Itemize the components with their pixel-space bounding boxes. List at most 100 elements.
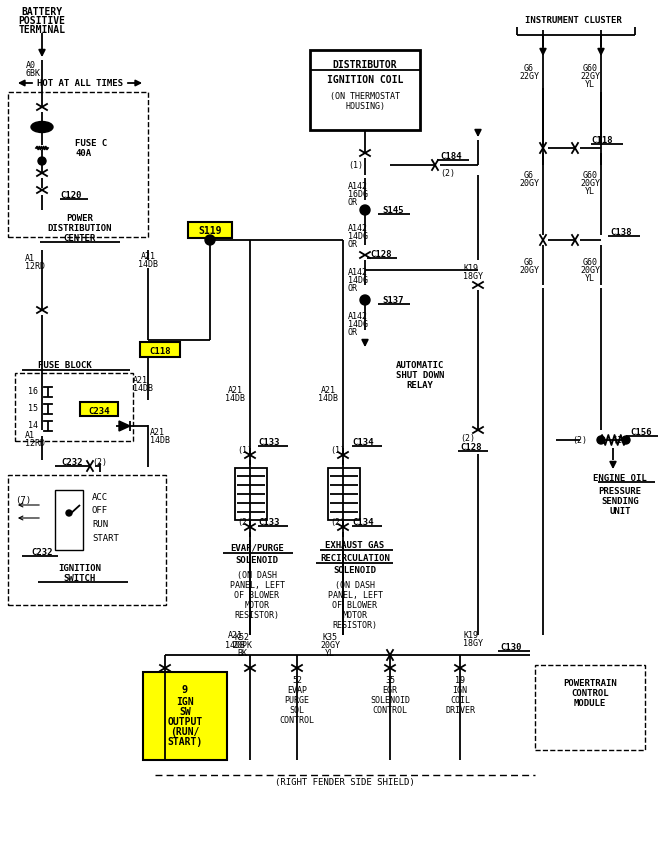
Bar <box>310 50 420 130</box>
Text: (1): (1) <box>330 446 345 455</box>
Text: PANEL, LEFT: PANEL, LEFT <box>229 580 284 590</box>
Text: A21: A21 <box>141 252 156 261</box>
Text: IGN: IGN <box>453 685 467 695</box>
Text: OR: OR <box>348 284 358 292</box>
Text: C234: C234 <box>88 407 110 416</box>
Text: 15: 15 <box>28 403 38 412</box>
Text: 16DG: 16DG <box>348 190 368 198</box>
Text: S137: S137 <box>382 296 404 305</box>
Text: DISTRIBUTION: DISTRIBUTION <box>48 224 112 232</box>
Text: 35: 35 <box>385 676 395 684</box>
Text: C138: C138 <box>610 228 631 236</box>
Text: C128: C128 <box>460 442 481 451</box>
Text: C133: C133 <box>258 518 280 527</box>
Text: AUTOMATIC: AUTOMATIC <box>396 361 444 369</box>
Text: 14DB: 14DB <box>138 259 158 268</box>
Text: 20GY: 20GY <box>519 265 539 274</box>
Text: 20GY: 20GY <box>320 640 340 650</box>
Circle shape <box>622 436 630 444</box>
Text: EXHAUST GAS: EXHAUST GAS <box>326 540 385 550</box>
Text: (2): (2) <box>237 518 252 527</box>
Text: S119: S119 <box>198 226 221 236</box>
Text: 18GY: 18GY <box>463 272 483 280</box>
Text: HOUSING): HOUSING) <box>345 102 385 110</box>
Text: (ON THERMOSTAT: (ON THERMOSTAT <box>330 91 400 101</box>
Text: C118: C118 <box>149 346 171 356</box>
Text: 9: 9 <box>182 685 188 695</box>
Text: IGNITION: IGNITION <box>58 563 101 573</box>
Text: K52: K52 <box>235 633 249 641</box>
Text: YL: YL <box>585 274 595 283</box>
Text: SOLENOID: SOLENOID <box>333 566 377 574</box>
Text: PRESSURE: PRESSURE <box>599 486 642 495</box>
Text: G6: G6 <box>524 64 534 73</box>
Text: (7): (7) <box>15 495 31 505</box>
Text: 14: 14 <box>28 420 38 429</box>
Text: C120: C120 <box>60 191 82 200</box>
Text: C128: C128 <box>370 250 391 258</box>
Text: 16: 16 <box>28 386 38 396</box>
Text: MOTOR: MOTOR <box>343 611 367 619</box>
Bar <box>8 92 148 237</box>
Text: EGR: EGR <box>383 685 398 695</box>
Circle shape <box>360 295 370 305</box>
Text: 19: 19 <box>455 676 465 684</box>
Text: 14DB: 14DB <box>225 394 245 402</box>
Text: C156: C156 <box>630 428 652 436</box>
Text: G6: G6 <box>524 257 534 267</box>
Text: OR: OR <box>348 197 358 207</box>
Text: FUSE BLOCK: FUSE BLOCK <box>38 361 92 369</box>
Text: (2): (2) <box>572 435 587 445</box>
Text: 6BK: 6BK <box>26 69 41 77</box>
Text: PANEL, LEFT: PANEL, LEFT <box>328 590 383 600</box>
Text: K35: K35 <box>322 633 337 641</box>
Bar <box>80 402 118 416</box>
Text: 22GY: 22GY <box>519 71 539 80</box>
Text: (2): (2) <box>330 518 345 527</box>
Circle shape <box>597 436 605 444</box>
Circle shape <box>360 205 370 215</box>
Text: POSITIVE: POSITIVE <box>19 16 66 26</box>
Text: MODULE: MODULE <box>574 699 606 707</box>
Text: IGNITION COIL: IGNITION COIL <box>327 75 403 85</box>
Text: ACC: ACC <box>92 492 108 501</box>
Text: OF BLOWER: OF BLOWER <box>333 601 377 610</box>
Text: OR: OR <box>348 240 358 248</box>
Text: G60: G60 <box>583 170 597 180</box>
Text: RECIRCULATION: RECIRCULATION <box>320 553 390 562</box>
Text: 12RD: 12RD <box>25 439 45 447</box>
Text: (2): (2) <box>93 457 107 467</box>
Text: G6: G6 <box>524 170 534 180</box>
Text: CONTROL: CONTROL <box>572 689 609 697</box>
Text: S145: S145 <box>382 206 404 214</box>
Text: A142: A142 <box>348 268 368 276</box>
Bar <box>140 342 180 357</box>
Text: SENDING: SENDING <box>601 496 639 506</box>
Text: C133: C133 <box>258 438 280 446</box>
Text: A21: A21 <box>227 385 243 395</box>
Text: 14DG: 14DG <box>348 275 368 285</box>
Text: (2): (2) <box>440 169 455 178</box>
Text: (RUN/: (RUN/ <box>170 727 200 737</box>
Text: SOL: SOL <box>290 706 304 715</box>
Text: OF BLOWER: OF BLOWER <box>235 590 280 600</box>
Text: SW: SW <box>179 707 191 717</box>
Text: (1): (1) <box>237 446 252 455</box>
Text: SOLENOID: SOLENOID <box>235 556 278 564</box>
Text: IGN: IGN <box>176 697 194 707</box>
Text: BK: BK <box>237 649 247 657</box>
Text: K19: K19 <box>463 263 478 273</box>
Text: START): START) <box>167 737 203 747</box>
Text: YL: YL <box>325 649 335 657</box>
Bar <box>8 475 166 605</box>
Text: 14DB: 14DB <box>225 640 245 650</box>
Text: HOT AT ALL TIMES: HOT AT ALL TIMES <box>37 79 123 87</box>
Text: C134: C134 <box>352 518 373 527</box>
Text: RESISTOR): RESISTOR) <box>333 621 377 629</box>
Text: (ON DASH: (ON DASH <box>237 571 277 579</box>
Text: 18GY: 18GY <box>463 639 483 647</box>
Bar <box>328 468 360 520</box>
Text: A21: A21 <box>227 630 243 639</box>
Text: (1): (1) <box>348 160 363 169</box>
Circle shape <box>66 510 72 516</box>
